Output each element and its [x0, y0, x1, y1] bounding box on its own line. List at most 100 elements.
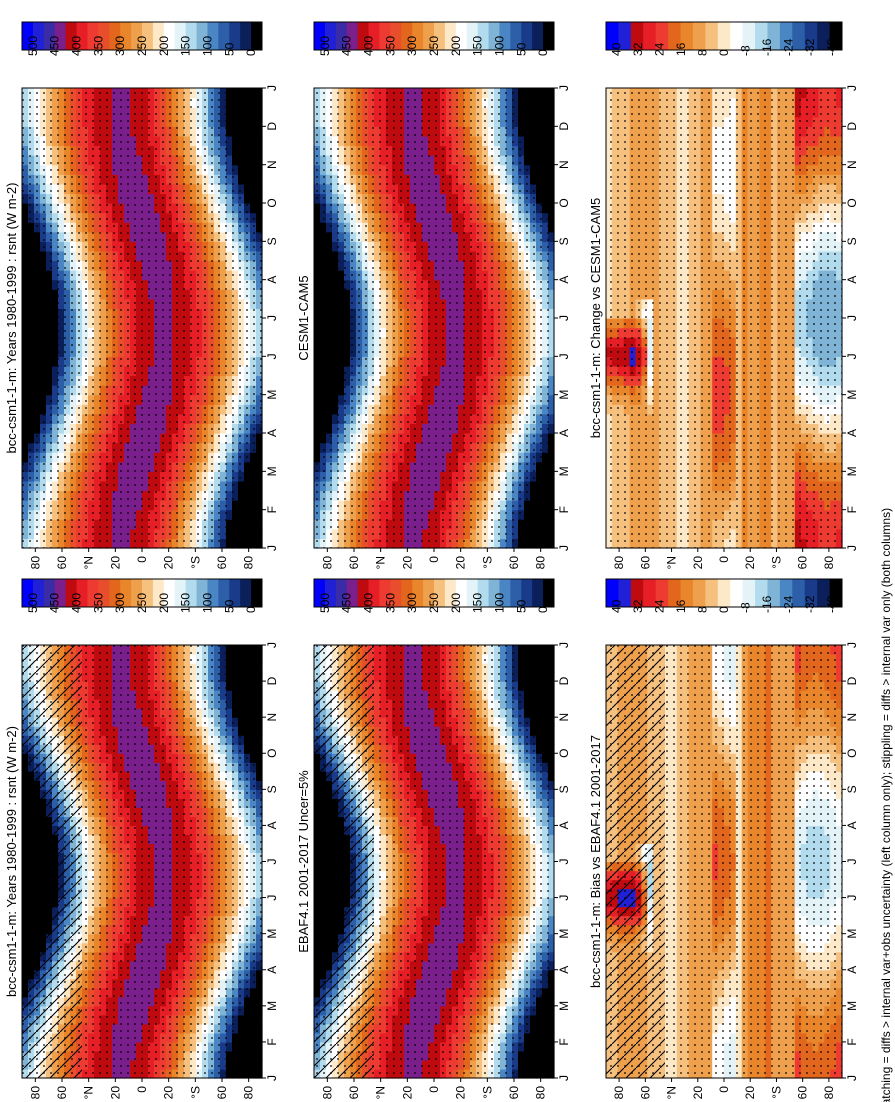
lat-label: 80	[242, 556, 256, 570]
colorbar-swatch	[152, 22, 165, 50]
lat-label: °N	[82, 1086, 96, 1099]
colorbar-swatch	[54, 22, 67, 50]
colorbar-swatch	[240, 22, 252, 50]
lat-label: 20	[108, 556, 122, 570]
colorbar-label: 200	[157, 36, 171, 56]
month-label: J	[265, 545, 279, 551]
colorbar-label: 400	[70, 36, 84, 56]
month-label: D	[265, 676, 279, 685]
lat-label: 0	[135, 1086, 149, 1093]
month-label: J	[265, 85, 279, 91]
month-label: J	[265, 895, 279, 901]
colorbar-swatch	[152, 579, 165, 607]
colorbar-label: 500	[26, 36, 40, 56]
colorbar-swatch	[174, 579, 187, 607]
colorbar-swatch	[229, 22, 241, 50]
colorbar-swatch	[32, 22, 45, 50]
lat-label: 0	[135, 556, 149, 563]
colorbar-swatch	[120, 579, 132, 607]
month-label: A	[265, 821, 279, 829]
colorbar-label: 150	[179, 593, 193, 613]
colorbar-swatch	[76, 579, 88, 607]
colorbar-label: 150	[179, 36, 193, 56]
colorbar-swatch	[120, 22, 132, 50]
lat-label: °S	[188, 1086, 202, 1099]
lat-label: 80	[28, 556, 42, 570]
colorbar-frame	[21, 578, 263, 608]
colorbar-swatch	[251, 579, 263, 607]
colorbar-swatch	[76, 22, 88, 50]
lat-label: 60	[215, 556, 229, 570]
lat-label: °N	[82, 556, 96, 569]
colorbar-swatch	[87, 579, 99, 607]
month-label: D	[265, 122, 279, 131]
colorbar-swatch	[131, 22, 143, 50]
colorbar-label: 50	[222, 599, 236, 613]
colorbar-swatch	[109, 22, 121, 50]
colorbar-swatch	[218, 579, 230, 607]
colorbar-swatch	[229, 579, 241, 607]
colorbar-label: 450	[48, 593, 62, 613]
month-label: A	[265, 966, 279, 974]
month-label: M	[265, 466, 279, 476]
lat-label: °S	[188, 556, 202, 569]
lat-label: 60	[215, 1086, 229, 1100]
colorbar-swatch	[142, 22, 154, 50]
colorbar: 500 450 400 350 300 250 200 150 100 50 0	[21, 578, 263, 613]
colorbar-swatch	[196, 22, 208, 50]
colorbar-swatch	[98, 579, 110, 607]
colorbar-swatch	[207, 22, 219, 50]
colorbar-label: 250	[135, 36, 149, 56]
colorbar-swatch	[251, 22, 263, 50]
colorbar-label: 500	[26, 593, 40, 613]
colorbar-label: 200	[157, 593, 171, 613]
colorbar-swatch	[98, 22, 110, 50]
colorbar-swatch	[65, 579, 77, 607]
colorbar-label: 300	[113, 36, 127, 56]
colorbar-swatch	[65, 22, 77, 50]
month-label: J	[265, 315, 279, 321]
lat-label: 20	[162, 556, 176, 570]
panel-title: bcc-csm1-1-m: Years 1980-1999 : rsnt (W …	[4, 183, 19, 454]
colorbar-swatch	[174, 22, 187, 50]
colorbar-swatch	[218, 22, 230, 50]
colorbar: 500 450 400 350 300 250 200 150 100 50 0	[21, 21, 263, 56]
colorbar-swatch	[207, 579, 219, 607]
colorbar-swatch	[32, 579, 45, 607]
colorbar-label: 0	[244, 49, 258, 56]
colorbar-swatch	[163, 22, 176, 50]
colorbar-swatch	[22, 22, 34, 50]
lat-label: 60	[55, 556, 69, 570]
month-label: J	[265, 353, 279, 359]
colorbar-swatch	[163, 579, 176, 607]
colorbar-label: 100	[200, 36, 214, 56]
colorbar-swatch	[185, 579, 197, 607]
colorbar-label: 250	[135, 593, 149, 613]
month-label: N	[265, 160, 279, 169]
month-label: J	[265, 1075, 279, 1081]
colorbar-label: 300	[113, 593, 127, 613]
month-label: A	[265, 276, 279, 284]
colorbar-swatch	[185, 22, 197, 50]
stippling	[22, 88, 262, 548]
colorbar-swatch	[43, 579, 56, 607]
month-label: A	[265, 429, 279, 437]
colorbar-label: 50	[222, 42, 236, 56]
month-label: M	[265, 390, 279, 400]
month-label: O	[265, 198, 279, 207]
lat-label: 80	[28, 1086, 42, 1100]
colorbar-label: 400	[70, 593, 84, 613]
month-label: J	[265, 859, 279, 865]
panel-title: bcc-csm1-1-m: Years 1980-1999 : rsnt (W …	[4, 726, 19, 997]
lat-label: 20	[162, 1086, 176, 1100]
month-label: M	[265, 929, 279, 939]
month-label: J	[265, 642, 279, 648]
month-label: N	[265, 713, 279, 722]
month-label: M	[265, 1001, 279, 1011]
month-label: S	[265, 237, 279, 245]
